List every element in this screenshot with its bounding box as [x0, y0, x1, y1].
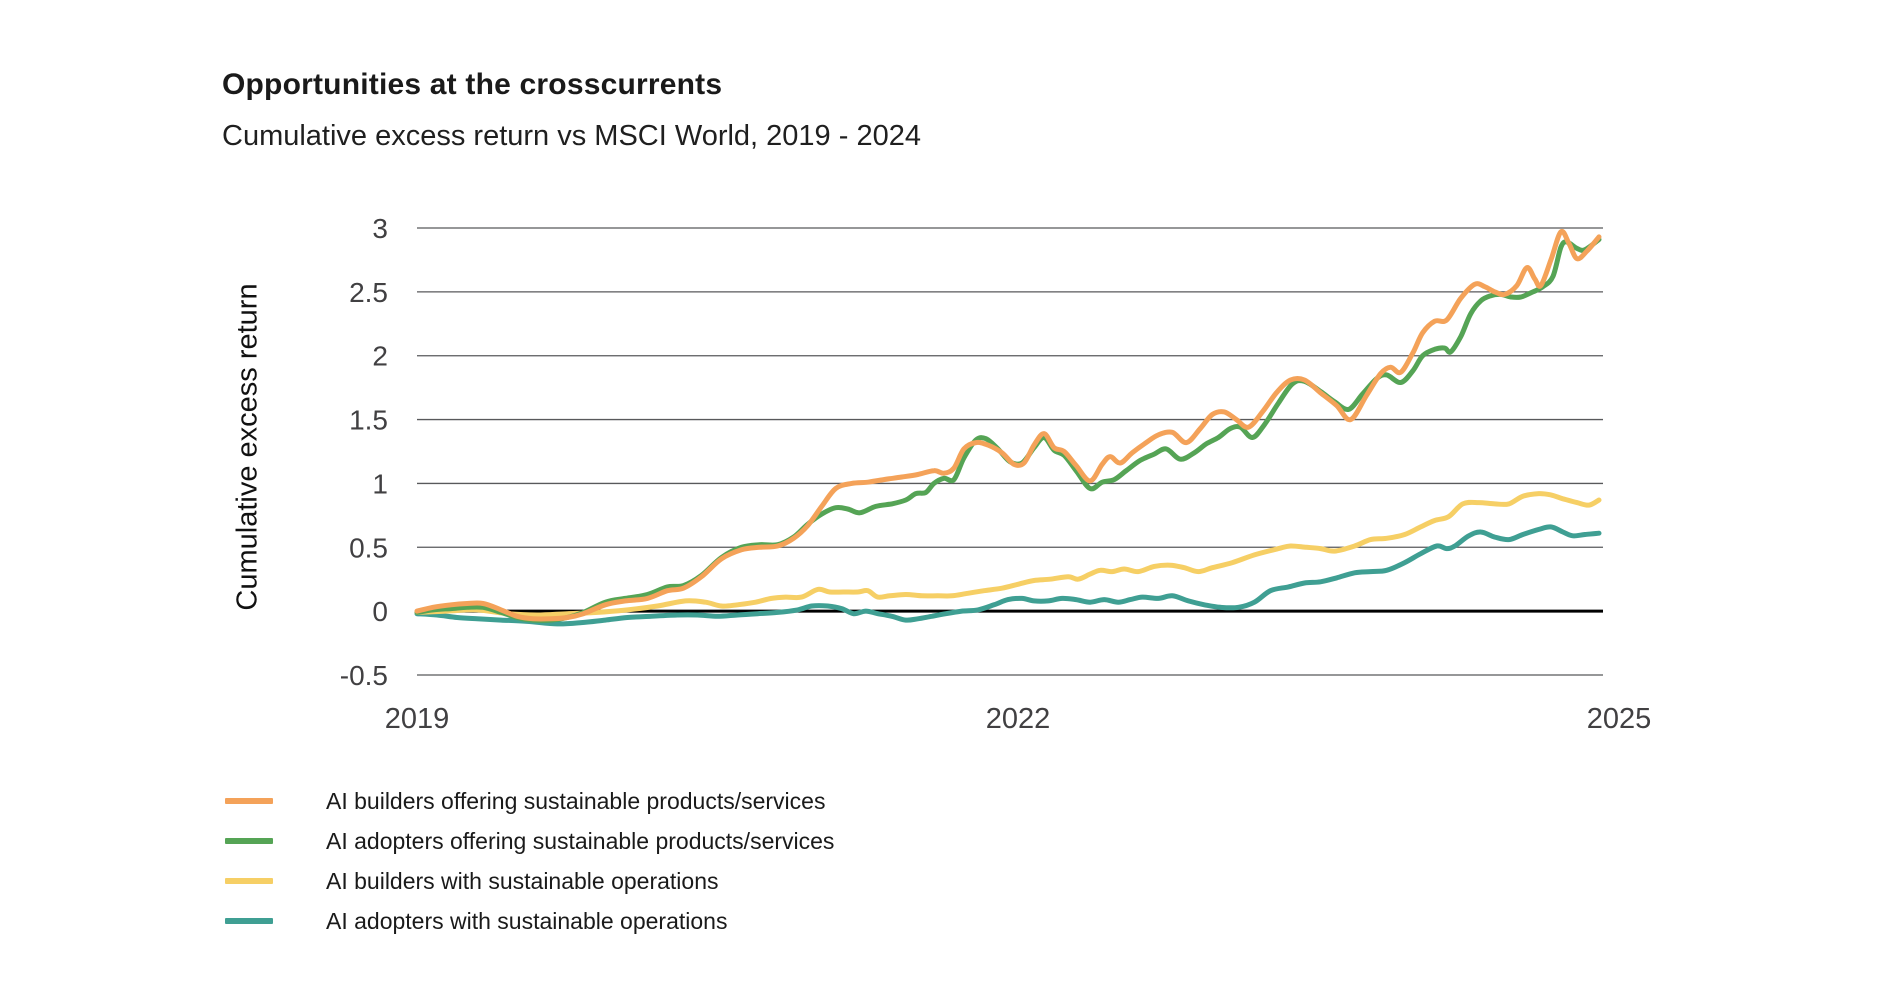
series-line-ai-builders-offering-sustainable-products-services	[414, 228, 1602, 622]
x-tick-label: 2022	[986, 703, 1051, 735]
series-line-ai-adopters-offering-sustainable-products-services	[414, 237, 1602, 623]
legend-swatch-ai-builders-operations-icon	[225, 878, 273, 884]
chart-subtitle: Cumulative excess return vs MSCI World, …	[222, 120, 921, 152]
y-tick-label: 2.5	[349, 277, 388, 308]
legend-swatch-ai-adopters-operations-icon	[225, 918, 273, 924]
legend-swatch-ai-builders-products-icon	[225, 798, 273, 804]
x-tick-label: 2019	[385, 703, 450, 735]
legend-label: AI builders offering sustainable product…	[326, 787, 826, 814]
y-tick-label: 2	[372, 341, 388, 372]
chart-title: Opportunities at the crosscurrents	[222, 68, 723, 101]
y-tick-label: 1	[372, 468, 388, 499]
legend-item: AI adopters with sustainable operations	[225, 901, 834, 941]
legend-item: AI builders offering sustainable product…	[225, 781, 834, 821]
y-tick-label: 0.5	[349, 532, 388, 563]
legend-label: AI builders with sustainable operations	[326, 867, 719, 894]
legend-label: AI adopters with sustainable operations	[326, 907, 728, 934]
legend: AI builders offering sustainable product…	[225, 781, 834, 941]
legend-item: AI builders with sustainable operations	[225, 861, 834, 901]
y-tick-label: 3	[372, 213, 388, 244]
series-line-ai-adopters-with-sustainable-operations	[414, 524, 1602, 627]
legend-item: AI adopters offering sustainable product…	[225, 821, 834, 861]
legend-swatch-ai-adopters-products-icon	[225, 838, 273, 844]
series-line-ai-builders-with-sustainable-operations	[414, 491, 1602, 618]
x-tick-label: 2025	[1587, 703, 1652, 735]
legend-label: AI adopters offering sustainable product…	[326, 827, 835, 854]
y-tick-label: 0	[372, 596, 388, 627]
y-tick-label: 1.5	[349, 405, 388, 436]
y-tick-label: -0.5	[340, 660, 388, 691]
